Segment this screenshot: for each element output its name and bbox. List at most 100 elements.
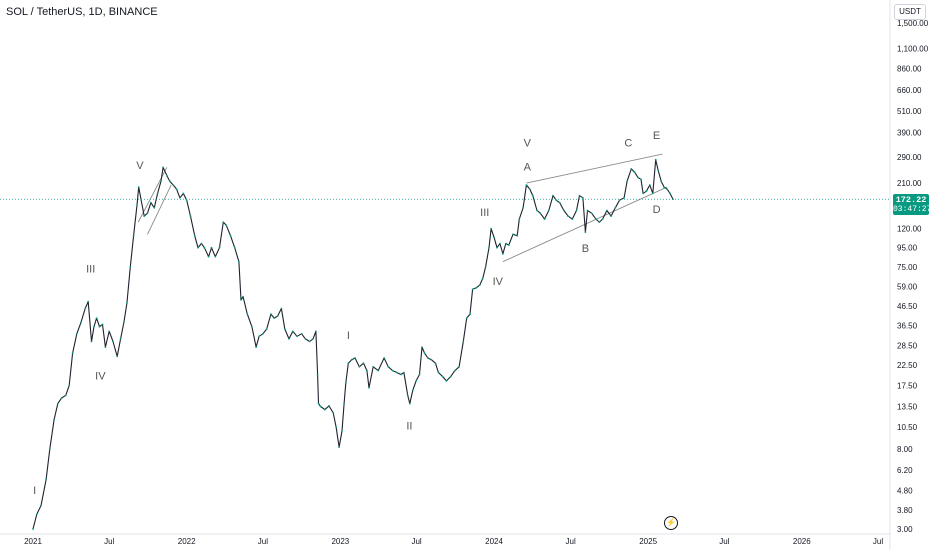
price-tick-label: 860.00: [897, 64, 922, 73]
price-point: [586, 209, 589, 212]
price-tick-label: 59.00: [897, 282, 918, 291]
price-point: [265, 328, 268, 330]
price-point: [383, 357, 385, 359]
price-point: [350, 358, 353, 361]
price-point: [300, 332, 303, 335]
price-point: [512, 233, 514, 236]
price-point: [666, 188, 668, 191]
price-point: [499, 242, 501, 245]
price-point: [490, 227, 492, 230]
price-point: [179, 197, 181, 199]
price-point: [395, 371, 398, 374]
price-series-line: [32, 159, 674, 530]
price-point: [210, 246, 213, 249]
price-point: [358, 365, 361, 368]
price-point: [441, 375, 444, 378]
price-point: [651, 192, 654, 195]
price-point: [48, 448, 51, 450]
price-point: [642, 192, 644, 195]
price-point: [475, 286, 478, 289]
price-point: [421, 346, 423, 348]
time-tick-label: 2025: [639, 537, 657, 546]
currency-unit-button[interactable]: USDT: [894, 4, 926, 20]
price-point: [601, 218, 604, 221]
price-point: [262, 332, 264, 335]
time-tick-label: Jul: [719, 537, 729, 546]
price-point: [418, 373, 421, 376]
price-point: [595, 218, 597, 221]
price-point: [315, 330, 317, 333]
price-point: [582, 197, 584, 199]
price-point: [484, 266, 487, 268]
price-point: [391, 369, 394, 372]
price-tick-label: 290.00: [897, 153, 922, 162]
price-point: [251, 325, 253, 328]
price-point: [427, 357, 429, 359]
time-tick-label: 2023: [331, 537, 349, 546]
price-point: [552, 194, 554, 197]
price-point: [119, 338, 122, 340]
price-point: [496, 246, 498, 249]
last-price-tag: 172.22 03:47:27: [893, 194, 932, 215]
price-point: [341, 430, 343, 432]
price-tick-label: 1,100.00: [897, 44, 929, 53]
wave-label: I: [347, 330, 350, 342]
time-tick-label: Jul: [566, 537, 576, 546]
price-point: [469, 313, 471, 315]
price-point: [415, 380, 417, 382]
price-point: [437, 371, 440, 374]
price-point: [203, 246, 206, 249]
price-point: [626, 180, 628, 183]
lightning-circle-icon[interactable]: ⚡: [664, 516, 678, 530]
price-point: [663, 186, 665, 189]
price-point: [423, 352, 426, 355]
price-point: [291, 330, 294, 333]
price-point: [45, 478, 47, 481]
price-point: [516, 234, 519, 237]
price-point: [101, 323, 104, 326]
price-tick-label: 75.00: [897, 263, 918, 272]
time-tick-label: 2024: [485, 537, 503, 546]
bar-countdown: 03:47:27: [893, 205, 932, 214]
price-point: [32, 528, 34, 530]
price-axis[interactable]: 1,500.00 1,100.00 860.00 660.00 510.00 390.00…: [897, 19, 929, 534]
price-point: [108, 330, 111, 333]
wave-label: IV: [493, 276, 504, 288]
price-point: [68, 384, 71, 387]
price-point: [563, 209, 565, 212]
trendline: [137, 167, 168, 223]
price-point: [116, 355, 119, 358]
price-tick-label: 17.50: [897, 381, 918, 390]
price-point: [618, 199, 621, 202]
price-point: [175, 188, 178, 191]
price-point: [56, 402, 59, 405]
wave-label: II: [406, 420, 412, 432]
price-point: [528, 188, 531, 191]
price-point: [233, 246, 236, 249]
price-tick-label: 36.50: [897, 322, 918, 331]
price-point: [525, 184, 528, 186]
time-axis[interactable]: 2021 Jul 2022 Jul 2023 Jul 2024 Jul 2025 Jul 2026 J…: [24, 537, 883, 546]
wave-label: V: [136, 160, 144, 172]
price-point: [193, 234, 196, 237]
price-point: [637, 176, 639, 179]
price-point: [408, 402, 411, 405]
price-point: [317, 402, 320, 405]
price-point: [98, 325, 101, 328]
price-point: [614, 206, 617, 209]
price-point: [132, 234, 135, 237]
price-point: [246, 313, 249, 315]
trendline: [526, 153, 663, 184]
price-point: [368, 386, 370, 389]
price-point: [140, 199, 143, 202]
price-point: [462, 340, 465, 343]
price-tick-label: 22.50: [897, 361, 918, 370]
price-point: [640, 178, 642, 181]
price-point: [403, 371, 405, 374]
price-point: [598, 221, 601, 224]
wave-label: III: [86, 264, 95, 276]
price-point: [137, 186, 140, 189]
